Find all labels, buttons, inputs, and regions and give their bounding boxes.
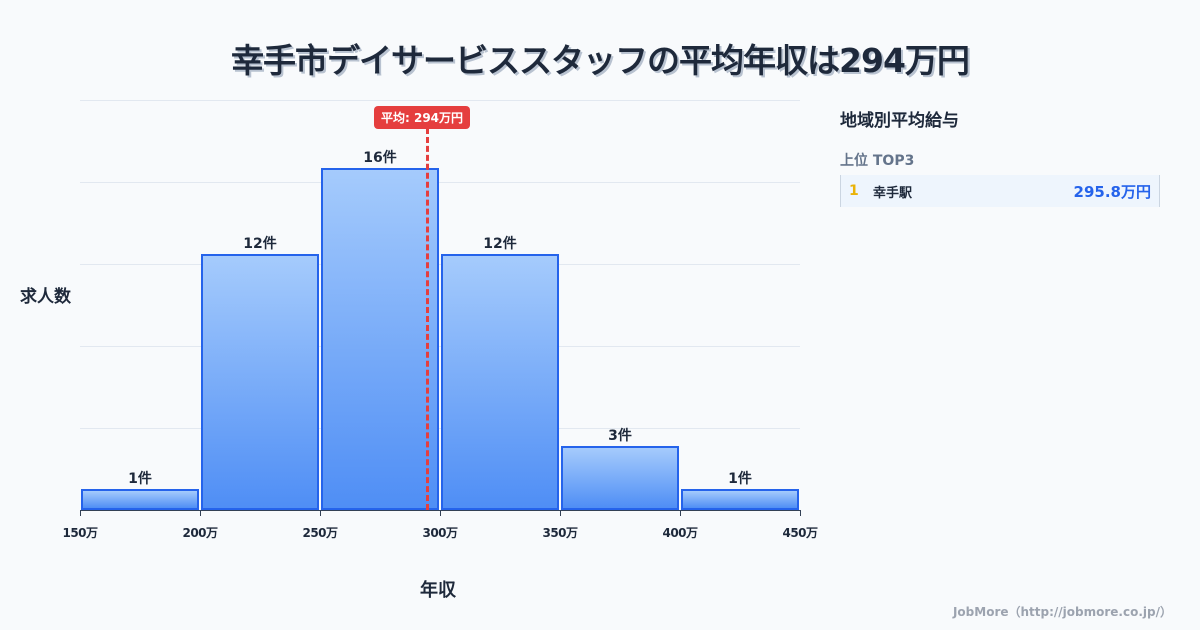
region-salary-title: 地域別平均給与 — [840, 111, 959, 131]
bar-value-label: 1件 — [728, 470, 752, 487]
x-tick — [320, 510, 321, 516]
gridline — [80, 264, 800, 265]
x-tick-label: 250万 — [302, 526, 338, 540]
footer-credit: JobMore（http://jobmore.co.jp/） — [952, 605, 1172, 619]
mean-line — [426, 128, 429, 510]
x-tick — [80, 510, 81, 516]
bar-value-label: 16件 — [363, 150, 397, 167]
x-tick-label: 200万 — [182, 526, 218, 540]
bar-value-label: 12件 — [243, 235, 277, 252]
histogram-plot: 1件 12件 16件 12件 3件 1件 — [80, 100, 800, 510]
histogram-bar — [81, 488, 199, 510]
histogram-bar — [681, 488, 799, 510]
y-axis-label: 求人数 — [20, 287, 71, 307]
bar-value-label: 1件 — [128, 470, 152, 487]
x-tick — [440, 510, 441, 516]
rank-salary-value: 295.8万円 — [1073, 182, 1151, 201]
x-tick — [560, 510, 561, 516]
x-tick-label: 300万 — [422, 526, 458, 540]
x-tick-label: 150万 — [62, 526, 98, 540]
gridline — [80, 428, 800, 429]
x-tick — [800, 510, 801, 516]
bar-value-label: 3件 — [608, 427, 632, 444]
rank-number: 1 — [849, 183, 859, 199]
x-tick — [680, 510, 681, 516]
histogram-bar — [561, 445, 679, 510]
x-tick-label: 400万 — [662, 526, 698, 540]
rank-row: 1 幸手駅 295.8万円 — [840, 175, 1160, 207]
histogram-bar — [321, 168, 439, 510]
top3-subtitle: 上位 TOP3 — [840, 153, 915, 169]
x-tick-label: 350万 — [542, 526, 578, 540]
gridline — [80, 100, 800, 101]
histogram-bar — [441, 253, 559, 510]
histogram-bar — [201, 253, 319, 510]
x-tick — [200, 510, 201, 516]
gridline — [80, 346, 800, 347]
page-title: 幸手市デイサービススタッフの平均年収は294万円 — [231, 41, 970, 80]
mean-badge: 平均: 294万円 — [374, 106, 471, 129]
x-axis-label: 年収 — [420, 580, 456, 601]
x-tick-label: 450万 — [782, 526, 818, 540]
gridline — [80, 182, 800, 183]
bar-value-label: 12件 — [483, 235, 517, 252]
rank-station-name: 幸手駅 — [873, 185, 913, 201]
